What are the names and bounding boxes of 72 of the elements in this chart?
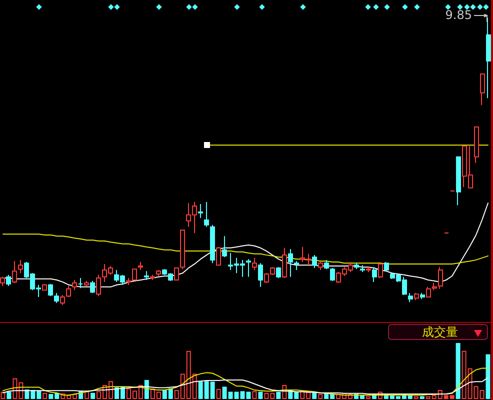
candlestick (276, 266, 281, 279)
candlestick (414, 292, 419, 301)
candlestick (144, 270, 149, 281)
candlestick (48, 284, 53, 297)
candlestick (384, 261, 389, 272)
candlestick (6, 274, 11, 287)
bar (252, 391, 257, 399)
candlestick (408, 292, 413, 303)
chart-title: 成交量 (422, 325, 458, 339)
candlestick (420, 292, 425, 300)
bar (318, 394, 323, 399)
candlestick (60, 294, 65, 306)
candlestick (438, 266, 443, 290)
candlestick (96, 274, 101, 297)
bar (276, 392, 281, 399)
candlestick (330, 267, 335, 282)
candlestick (216, 246, 221, 266)
bar (258, 392, 263, 399)
bar (216, 388, 221, 399)
candlestick (90, 280, 95, 294)
candlestick (246, 258, 251, 278)
bar (42, 392, 48, 399)
candlestick (318, 261, 323, 270)
candlestick (150, 274, 155, 281)
candlestick (78, 278, 83, 289)
candlestick (432, 282, 437, 291)
candlestick (366, 266, 371, 272)
candlestick (204, 201, 209, 228)
bar (84, 391, 90, 399)
candlestick (360, 264, 365, 272)
bar (0, 392, 6, 399)
bar (420, 396, 424, 399)
candlestick (156, 269, 161, 277)
candlestick (18, 259, 23, 274)
candlestick (210, 224, 215, 264)
candlestick (12, 260, 17, 284)
candlestick (324, 259, 329, 270)
candlestick (378, 261, 383, 279)
candlestick (480, 73, 485, 106)
candlestick (66, 286, 71, 298)
candlestick (294, 260, 299, 270)
candlestick (198, 203, 203, 219)
bar (486, 354, 490, 399)
candlestick (486, 18, 491, 99)
candlestick (222, 236, 227, 258)
candlestick (174, 267, 179, 281)
bar (414, 396, 418, 399)
candlestick (282, 247, 287, 279)
bar (282, 385, 287, 399)
bar (90, 392, 96, 399)
candlestick (354, 262, 359, 270)
candlestick (372, 266, 377, 283)
candlestick (84, 280, 89, 287)
candlestick (42, 284, 47, 291)
candlestick (252, 257, 257, 270)
candlestick (288, 248, 293, 278)
bar (6, 392, 12, 399)
candlestick (456, 156, 461, 206)
candlestick (126, 278, 131, 286)
candlestick (258, 262, 263, 288)
candlestick (426, 286, 431, 298)
bar (366, 396, 370, 399)
candlestick (312, 254, 317, 268)
bar (378, 392, 382, 399)
candlestick (132, 268, 137, 281)
candlestick (54, 292, 59, 304)
candlestick (72, 280, 77, 291)
candlestick (180, 230, 185, 270)
annotation: 9.85 (445, 8, 472, 22)
bar (456, 343, 460, 399)
candlestick (138, 261, 143, 270)
candlestick (474, 126, 479, 164)
